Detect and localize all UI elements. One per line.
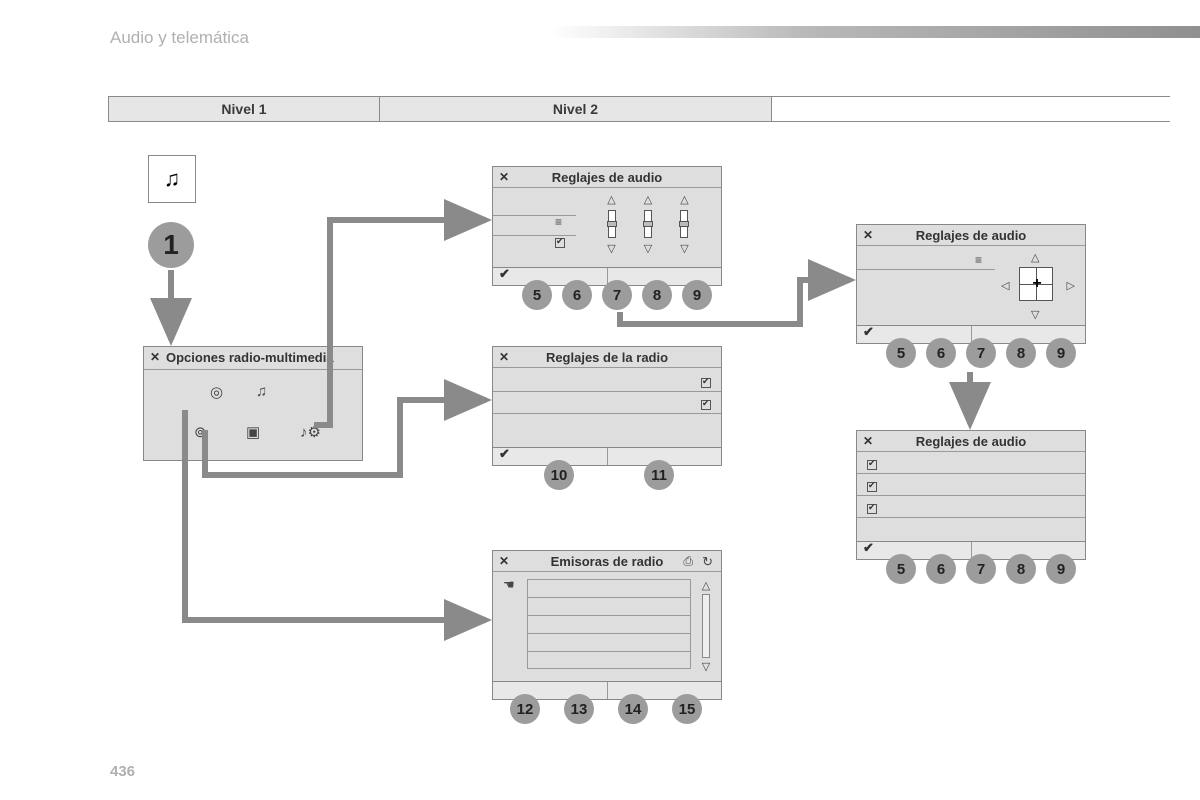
list-icon[interactable]: ⎙ — [683, 554, 693, 569]
num-circle: 8 — [1006, 554, 1036, 584]
up-arrow-icon[interactable]: △ — [680, 193, 688, 206]
checkbox-icon[interactable] — [701, 375, 711, 393]
numrow-radio: 10 11 — [544, 460, 674, 490]
checkbox-icon[interactable] — [701, 397, 711, 415]
right-arrow-icon[interactable]: ▷ — [1067, 279, 1075, 292]
num-circle: 8 — [642, 280, 672, 310]
num-circle: 6 — [562, 280, 592, 310]
num-circle: 8 — [1006, 338, 1036, 368]
num-circle: 10 — [544, 460, 574, 490]
num-circle: 5 — [522, 280, 552, 310]
num-circle: 7 — [602, 280, 632, 310]
close-icon[interactable]: ✕ — [150, 350, 160, 364]
left-arrow-icon[interactable]: ◁ — [1001, 279, 1009, 292]
scroll-down-icon[interactable]: ▽ — [697, 660, 715, 673]
confirm-icon[interactable]: ✔ — [499, 266, 510, 282]
down-arrow-icon[interactable]: ▽ — [644, 242, 652, 255]
confirm-icon[interactable]: ✔ — [863, 324, 874, 340]
panel-reglajes-audio-2: ✕ Reglajes de audio ≡ △ ◁ + ▷ ▽ ✔ — [856, 224, 1086, 344]
checkbox-icon[interactable] — [867, 479, 877, 497]
up-arrow-icon[interactable]: △ — [644, 193, 652, 206]
hand-icon[interactable]: ☚ — [503, 577, 515, 593]
scroll-track[interactable] — [702, 594, 710, 658]
level-1-header: Nivel 1 — [108, 96, 380, 122]
num-circle: 15 — [672, 694, 702, 724]
slider-track[interactable] — [608, 210, 616, 238]
menu-icon[interactable]: ≡ — [555, 215, 562, 229]
checkbox-icon[interactable] — [867, 457, 877, 475]
radio-icon[interactable]: ◎ — [210, 383, 223, 401]
confirm-icon[interactable]: ✔ — [863, 540, 874, 556]
panel-title: Reglajes de audio — [857, 434, 1085, 449]
num-circle: 13 — [564, 694, 594, 724]
panel-title: Reglajes de audio — [493, 170, 721, 185]
num-circle: 11 — [644, 460, 674, 490]
up-arrow-icon[interactable]: △ — [607, 193, 615, 206]
panel-title: Reglajes de audio — [857, 228, 1085, 243]
num-circle: 9 — [682, 280, 712, 310]
up-arrow-icon[interactable]: △ — [1031, 251, 1039, 264]
panel-reglajes-audio-3: ✕ Reglajes de audio ✔ — [856, 430, 1086, 560]
num-circle: 9 — [1046, 338, 1076, 368]
num-circle: 7 — [966, 554, 996, 584]
num-circle: 6 — [926, 554, 956, 584]
num-circle: 14 — [618, 694, 648, 724]
num-circle: 9 — [1046, 554, 1076, 584]
slider-track[interactable] — [680, 210, 688, 238]
step-1-circle: 1 — [148, 222, 194, 268]
down-arrow-icon[interactable]: ▽ — [607, 242, 615, 255]
page-number: 436 — [110, 763, 135, 780]
refresh-icon[interactable]: ↻ — [702, 554, 713, 570]
image-icon[interactable]: ▣ — [246, 423, 260, 441]
panel-reglajes-radio: ✕ Reglajes de la radio ✔ — [492, 346, 722, 466]
num-circle: 5 — [886, 554, 916, 584]
music-icon[interactable]: ♫ — [256, 383, 267, 400]
music-note-icon: ♫ — [148, 155, 196, 203]
levels-header: Nivel 1 Nivel 2 — [108, 96, 1170, 122]
menu-icon[interactable]: ≡ — [975, 253, 982, 267]
scroll-up-icon[interactable]: △ — [697, 579, 715, 592]
section-title: Audio y telemática — [110, 28, 249, 48]
settings-music-icon[interactable]: ♪⚙ — [300, 423, 321, 441]
crosspad-center[interactable]: + — [1019, 267, 1053, 301]
checkbox-icon[interactable] — [555, 235, 565, 253]
panel-title: Reglajes de la radio — [493, 350, 721, 365]
level-2-header: Nivel 2 — [380, 96, 772, 122]
down-arrow-icon[interactable]: ▽ — [1031, 308, 1039, 321]
panel-emisoras: ✕ Emisoras de radio ⎙ ↻ ☚ △ ▽ — [492, 550, 722, 700]
checkbox-icon[interactable] — [867, 501, 877, 519]
header-gradient — [550, 26, 1200, 38]
settings-radio-icon[interactable]: ⊚ — [194, 423, 207, 441]
slider-track[interactable] — [644, 210, 652, 238]
confirm-icon[interactable]: ✔ — [499, 446, 510, 462]
panel-title: Opciones radio-multimedia — [166, 350, 384, 365]
numrow-audio-1: 5 6 7 8 9 — [522, 280, 712, 310]
num-circle: 7 — [966, 338, 996, 368]
numrow-emisoras: 12 13 14 15 — [510, 694, 702, 724]
num-circle: 5 — [886, 338, 916, 368]
panel-reglajes-audio-1: ✕ Reglajes de audio △ △ △ ▽ ▽ ▽ ≡ ✔ — [492, 166, 722, 286]
num-circle: 6 — [926, 338, 956, 368]
numrow-audio-2: 5 6 7 8 9 — [886, 338, 1076, 368]
numrow-audio-3: 5 6 7 8 9 — [886, 554, 1076, 584]
level-3-header — [772, 96, 1170, 122]
num-circle: 12 — [510, 694, 540, 724]
panel-opciones: ✕ Opciones radio-multimedia ◎ ♫ ⊚ ▣ ♪⚙ — [143, 346, 363, 461]
down-arrow-icon[interactable]: ▽ — [680, 242, 688, 255]
